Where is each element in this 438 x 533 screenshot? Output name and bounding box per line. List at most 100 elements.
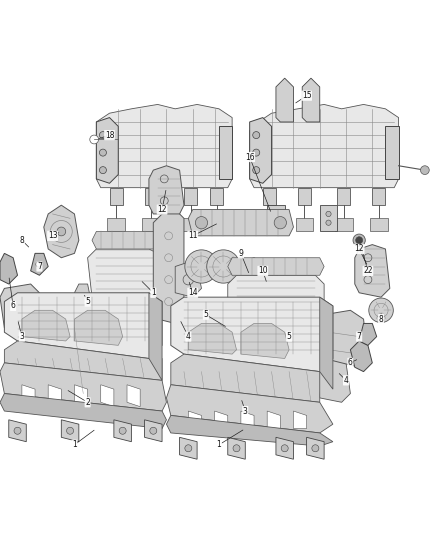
Polygon shape [298, 188, 311, 205]
Polygon shape [188, 324, 237, 354]
Text: 3: 3 [243, 407, 248, 416]
Polygon shape [188, 209, 293, 236]
Polygon shape [149, 166, 184, 214]
Polygon shape [355, 245, 390, 297]
Polygon shape [114, 420, 131, 442]
Polygon shape [188, 411, 201, 429]
Polygon shape [241, 411, 254, 429]
Text: 15: 15 [302, 91, 311, 100]
Polygon shape [208, 219, 226, 231]
Polygon shape [219, 126, 232, 179]
Polygon shape [215, 411, 228, 429]
Polygon shape [298, 332, 315, 354]
Text: 22: 22 [363, 266, 373, 276]
Polygon shape [320, 205, 337, 231]
Polygon shape [0, 284, 44, 336]
Polygon shape [228, 437, 245, 459]
Circle shape [273, 220, 279, 225]
Text: 1: 1 [217, 440, 221, 449]
Polygon shape [48, 385, 61, 407]
Circle shape [253, 132, 260, 139]
Polygon shape [228, 258, 324, 275]
Polygon shape [359, 324, 377, 345]
Text: 1: 1 [151, 288, 155, 297]
Polygon shape [180, 437, 197, 459]
Polygon shape [88, 249, 162, 310]
Polygon shape [171, 354, 320, 402]
Circle shape [207, 250, 240, 283]
Text: 6: 6 [11, 302, 16, 310]
Polygon shape [110, 188, 123, 205]
Circle shape [281, 445, 288, 452]
Polygon shape [9, 420, 26, 442]
Polygon shape [263, 188, 276, 205]
Circle shape [420, 166, 429, 174]
Circle shape [14, 427, 21, 434]
Polygon shape [96, 118, 118, 183]
Polygon shape [107, 219, 125, 231]
Circle shape [185, 445, 192, 452]
Polygon shape [267, 205, 285, 231]
Polygon shape [127, 385, 140, 407]
Polygon shape [320, 310, 368, 367]
Polygon shape [92, 231, 162, 249]
Polygon shape [267, 411, 280, 429]
Polygon shape [0, 363, 166, 411]
Polygon shape [74, 310, 123, 345]
Polygon shape [175, 262, 201, 297]
Polygon shape [276, 78, 293, 122]
Polygon shape [31, 253, 48, 275]
Polygon shape [296, 219, 313, 231]
Polygon shape [145, 420, 162, 442]
Circle shape [353, 234, 365, 246]
Polygon shape [237, 258, 267, 297]
Circle shape [356, 237, 363, 244]
Polygon shape [276, 437, 293, 459]
Polygon shape [0, 253, 18, 284]
Text: 8: 8 [20, 236, 24, 245]
Circle shape [274, 216, 286, 229]
Circle shape [326, 220, 331, 225]
Circle shape [99, 167, 106, 174]
Polygon shape [22, 385, 35, 407]
Polygon shape [228, 275, 324, 341]
Polygon shape [4, 341, 162, 381]
Polygon shape [149, 293, 162, 381]
Polygon shape [261, 219, 278, 231]
Circle shape [312, 445, 319, 452]
Polygon shape [166, 415, 333, 446]
Text: 4: 4 [186, 332, 191, 341]
Text: 7: 7 [357, 332, 362, 341]
Polygon shape [96, 104, 232, 188]
Polygon shape [335, 219, 353, 231]
Text: 10: 10 [258, 266, 268, 276]
Polygon shape [337, 188, 350, 205]
Circle shape [369, 298, 393, 322]
Text: 5: 5 [286, 332, 292, 341]
Text: 6: 6 [348, 358, 353, 367]
Circle shape [67, 427, 74, 434]
Polygon shape [370, 219, 388, 231]
Text: 4: 4 [343, 376, 349, 385]
Circle shape [90, 135, 99, 144]
Polygon shape [385, 126, 399, 179]
Text: 5: 5 [85, 297, 90, 306]
Polygon shape [250, 118, 272, 183]
Polygon shape [153, 209, 184, 324]
Circle shape [99, 132, 106, 139]
Polygon shape [74, 385, 88, 407]
Polygon shape [210, 188, 223, 205]
Text: 3: 3 [19, 332, 25, 341]
Circle shape [273, 211, 279, 216]
Circle shape [36, 262, 41, 267]
Text: 13: 13 [48, 231, 57, 240]
Text: 12: 12 [354, 245, 364, 254]
Circle shape [254, 271, 280, 297]
Circle shape [253, 167, 260, 174]
Text: 1: 1 [72, 440, 77, 449]
Polygon shape [101, 385, 114, 407]
Text: 9: 9 [238, 249, 244, 258]
Polygon shape [0, 393, 166, 429]
Polygon shape [44, 205, 79, 258]
Polygon shape [166, 385, 333, 433]
